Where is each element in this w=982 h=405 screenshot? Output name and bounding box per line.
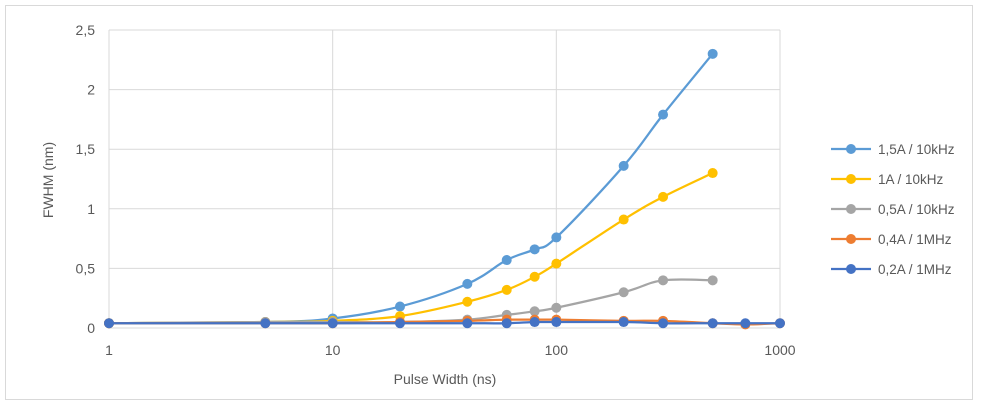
data-point <box>658 318 669 329</box>
legend-label: 1,5A / 10kHz <box>878 142 955 157</box>
x-tick-label: 10 <box>325 342 341 358</box>
x-tick-label: 100 <box>545 342 569 358</box>
data-point <box>707 168 718 179</box>
y-tick-label: 0 <box>87 320 95 336</box>
data-point <box>462 278 473 289</box>
legend-item: 0,5A / 10kHz <box>831 202 955 217</box>
y-tick-label: 1 <box>87 201 95 217</box>
data-point <box>551 232 562 243</box>
data-point <box>327 318 338 329</box>
data-point <box>394 301 405 312</box>
legend: 1,5A / 10kHz 1A / 10kHz 0,5A / 10kHz 0,4A /… <box>831 142 955 277</box>
legend-item: 0,4A / 1MHz <box>831 232 952 247</box>
data-point <box>462 318 473 329</box>
series-4 <box>104 317 785 329</box>
data-point <box>551 258 562 269</box>
legend-swatch-marker <box>846 144 856 154</box>
data-point <box>104 318 114 329</box>
legend-swatch-marker <box>846 234 856 244</box>
data-point <box>618 214 629 225</box>
data-point <box>707 48 718 59</box>
y-tick-label: 2,5 <box>76 22 96 38</box>
legend-item: 1A / 10kHz <box>831 172 944 187</box>
series-line <box>108 172 714 325</box>
data-point <box>618 317 629 328</box>
data-point <box>551 317 562 328</box>
y-tick-label: 1,5 <box>76 141 96 157</box>
chart-frame <box>5 5 973 400</box>
legend-label: 0,2A / 1MHz <box>878 262 952 277</box>
legend-label: 0,5A / 10kHz <box>878 202 955 217</box>
series-line <box>108 53 714 325</box>
x-tick-label: 1 <box>105 342 113 358</box>
data-point <box>658 109 669 120</box>
x-axis-title: Pulse Width (ns) <box>394 371 497 387</box>
x-tick-label: 1000 <box>764 342 795 358</box>
axes: 0 0,5 1 1,5 2 2,5 1 10 100 1000 <box>76 22 796 358</box>
gridlines <box>108 29 781 329</box>
data-point <box>462 296 473 307</box>
series-0 <box>104 48 718 329</box>
data-point <box>529 244 540 255</box>
legend-swatch-marker <box>846 204 856 214</box>
data-point <box>501 255 512 266</box>
data-point <box>501 318 512 329</box>
legend-swatch-marker <box>846 174 856 184</box>
y-tick-label: 2 <box>87 82 95 98</box>
legend-label: 0,4A / 1MHz <box>878 232 952 247</box>
data-point <box>658 191 669 202</box>
data-point <box>618 160 629 171</box>
data-point <box>529 271 540 282</box>
y-tick-label: 0,5 <box>76 260 96 276</box>
data-point <box>529 306 540 317</box>
series-line <box>108 278 713 325</box>
data-point <box>707 318 718 329</box>
data-point <box>529 317 540 328</box>
data-point <box>501 284 512 295</box>
data-point <box>618 287 629 298</box>
legend-label: 1A / 10kHz <box>878 172 944 187</box>
data-point <box>775 318 785 329</box>
data-point <box>394 318 405 329</box>
series-group <box>104 48 785 330</box>
data-point <box>260 318 271 329</box>
data-point <box>707 275 718 286</box>
data-point <box>658 275 669 286</box>
legend-item: 1,5A / 10kHz <box>831 142 955 157</box>
data-point <box>740 318 751 329</box>
data-point <box>551 302 562 313</box>
legend-swatch-marker <box>846 264 856 274</box>
legend-item: 0,2A / 1MHz <box>831 262 952 277</box>
y-axis-title: FWHM (nm) <box>40 142 56 218</box>
